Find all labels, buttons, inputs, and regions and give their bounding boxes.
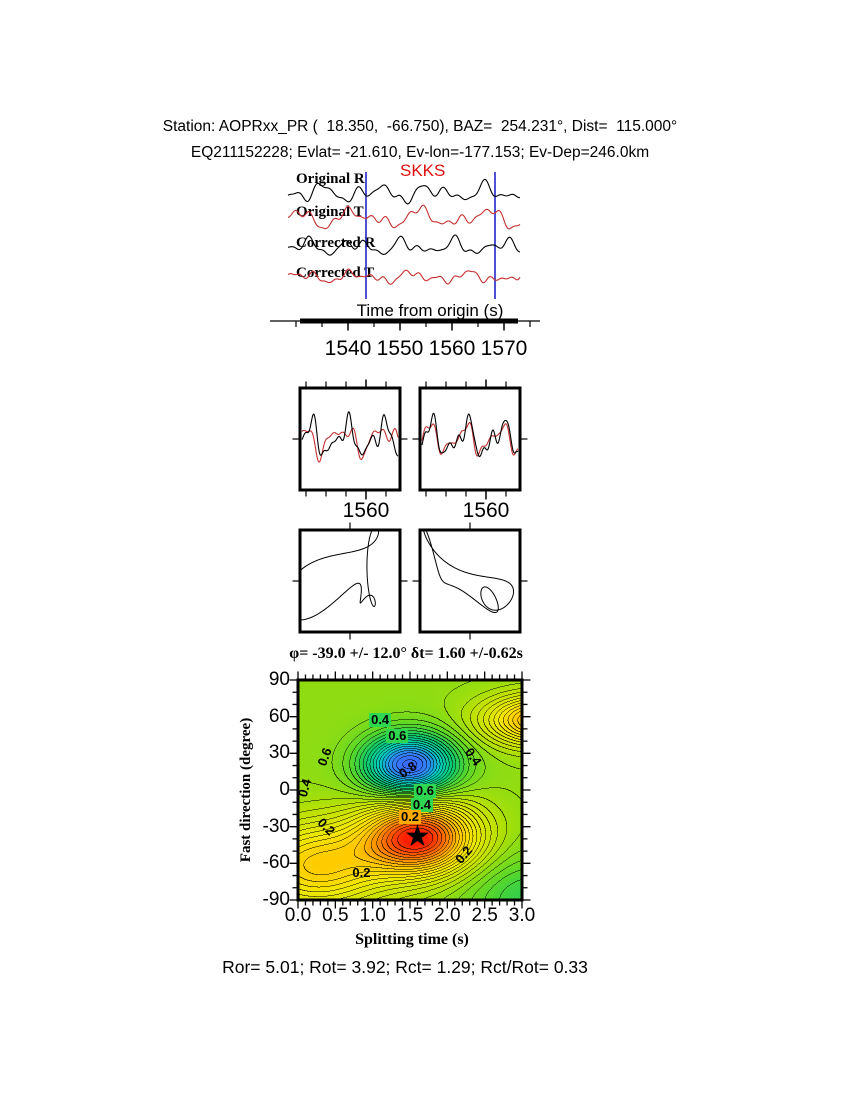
- map-x-axis-title: Splitting time (s): [355, 931, 469, 948]
- map-y-tick-label: 90: [268, 669, 290, 690]
- seismogram-trace: [287, 234, 521, 256]
- waveform-window-panel: [418, 386, 522, 492]
- contour-label: 0.6: [413, 783, 436, 799]
- particle-motion-curve: [301, 531, 380, 621]
- contour-label: 0.6: [386, 728, 409, 744]
- overlay-trace-red: [301, 427, 399, 463]
- map-x-tick-label: 0.5: [322, 905, 349, 926]
- time-axis-title: Time from origin (s): [356, 301, 504, 320]
- contour-label: 0.4: [295, 776, 315, 799]
- map-y-tick-label: 0: [279, 779, 290, 800]
- particle-motion-panel: [418, 528, 522, 634]
- map-x-tick-label: 2.5: [471, 905, 498, 926]
- time-tick-label: 1560: [429, 337, 476, 360]
- phase-label-skks: SKKS: [400, 161, 446, 180]
- error-surface-contour-map: [288, 670, 532, 910]
- overlay-trace-black: [301, 411, 399, 457]
- splitting-result-title: φ= -39.0 +/- 12.0° δt= 1.60 +/-0.62s: [289, 645, 523, 662]
- map-x-tick-label: 1.0: [359, 905, 386, 926]
- map-y-tick-label: -90: [262, 889, 290, 910]
- seismogram-plot: 1540 1550 1560 1570: [270, 172, 540, 360]
- quality-metrics-line: Ror= 5.01; Rot= 3.92; Rct= 1.29; Rct/Rot…: [222, 957, 588, 977]
- trace-label-original-t: Original T: [296, 204, 364, 220]
- contour-label: 0.4: [369, 712, 392, 728]
- time-tick-label: 1540: [325, 337, 372, 360]
- map-x-tick-label: 2.0: [434, 905, 461, 926]
- contour-label: 0.2: [398, 808, 422, 824]
- contour-label: 0.4: [461, 745, 485, 769]
- contour-label: 0.2: [315, 814, 339, 838]
- right-panel-tick-label: 1560: [462, 499, 510, 522]
- contour-label: 0.4: [410, 796, 433, 812]
- seismogram-trace: [287, 178, 521, 205]
- seismogram-trace: [287, 204, 521, 230]
- particle-motion-panel: [298, 528, 402, 634]
- map-y-tick-label: -30: [262, 815, 290, 837]
- contour-label: 0.6: [314, 745, 335, 768]
- trace-label-original-r: Original R: [296, 171, 365, 187]
- trace-label-corrected-t: Corrected T: [296, 265, 375, 281]
- map-x-tick-label: 0.0: [284, 905, 312, 926]
- map-x-tick-label: 1.5: [396, 905, 424, 926]
- event-header-line: EQ211152228; Evlat= -21.610, Ev-lon=-177…: [190, 144, 650, 161]
- best-solution-star: ★: [404, 819, 431, 853]
- map-x-tick-label: 3.0: [508, 905, 536, 926]
- left-panel-tick-label: 1560: [342, 499, 390, 522]
- particle-motion-curve: [423, 531, 515, 614]
- map-y-tick-label: -60: [262, 852, 290, 874]
- map-y-tick-label: 30: [268, 742, 290, 764]
- time-tick-label: 1570: [481, 337, 528, 360]
- overlay-trace-black: [421, 412, 519, 458]
- contour-label: 0.2: [352, 865, 371, 881]
- waveform-and-particle-panels: [292, 379, 528, 640]
- station-header-line: Station: AOPRxx_PR ( 18.350, -66.750), B…: [162, 118, 678, 135]
- waveform-window-panel: [298, 386, 402, 492]
- contour-label: 0.8: [395, 758, 420, 782]
- contour-label: 0.2: [451, 842, 475, 867]
- seismogram-trace: [287, 268, 521, 285]
- time-tick-label: 1550: [377, 337, 424, 360]
- map-y-tick-label: 60: [268, 705, 290, 727]
